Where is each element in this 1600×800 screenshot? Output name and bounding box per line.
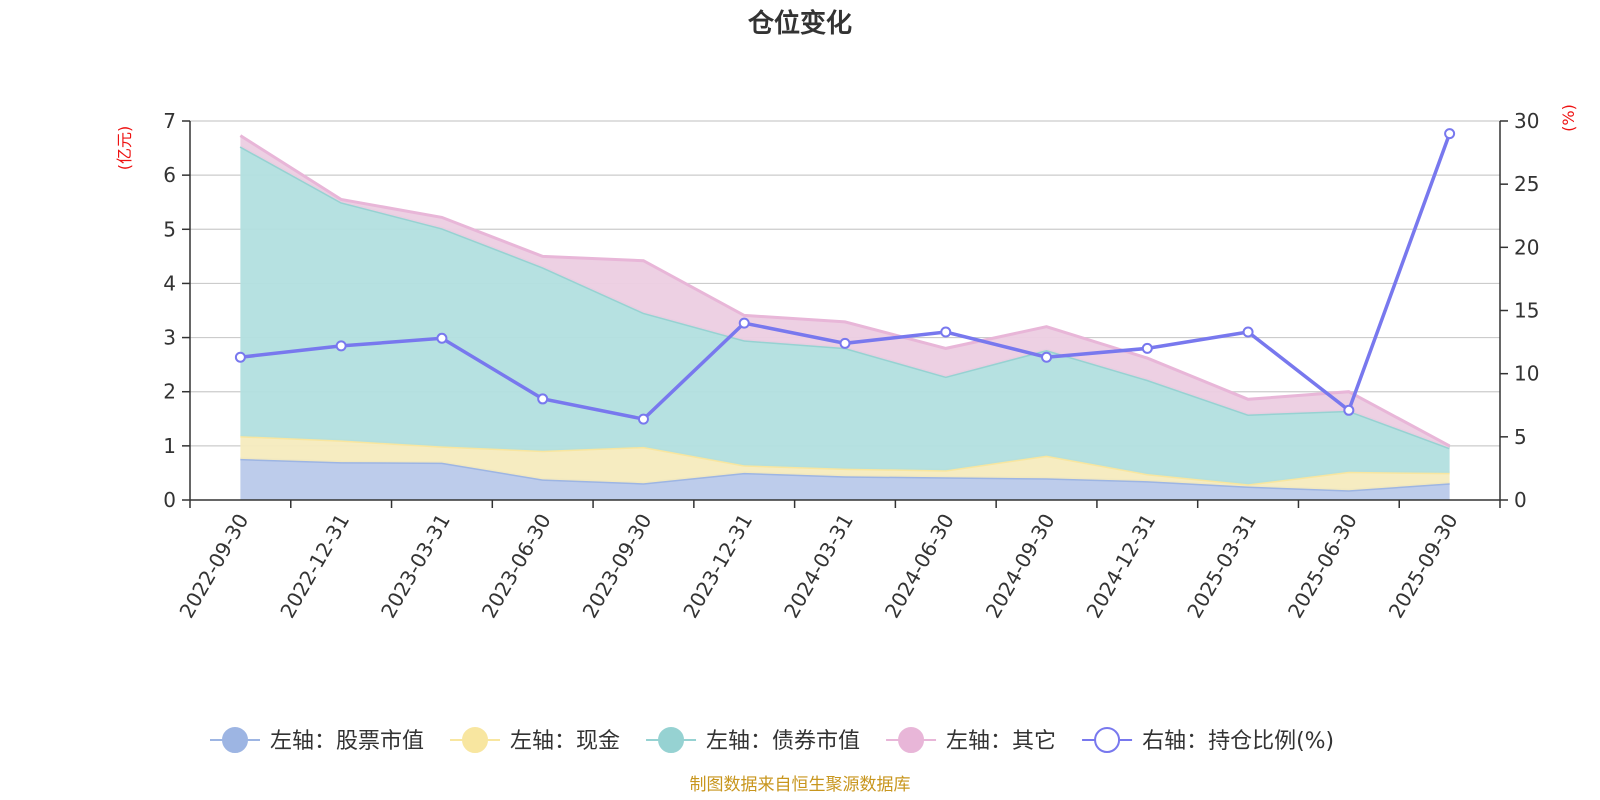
ratio-point xyxy=(537,393,549,405)
x-tick-label: 2023-12-31 xyxy=(678,510,757,623)
position-ratio-line xyxy=(234,128,1456,425)
area-series-2 xyxy=(240,146,1450,485)
legend-marker xyxy=(462,727,489,753)
x-tick-label: 2024-09-30 xyxy=(981,510,1060,623)
legend-marker xyxy=(1094,727,1121,753)
x-tick-label: 2022-12-31 xyxy=(275,510,354,623)
legend-marker xyxy=(658,727,685,753)
area-edge-series-3 xyxy=(239,134,1451,448)
stacked-areas xyxy=(239,134,1451,500)
area-series-0 xyxy=(240,458,1450,500)
ratio-point xyxy=(839,337,851,349)
area-series-3 xyxy=(240,135,1450,448)
ratio-point xyxy=(1141,342,1153,354)
ratio-point xyxy=(940,326,952,338)
ratio-point xyxy=(234,351,246,363)
legend: 左轴：股票市值 左轴：现金 左轴：债券市值 左轴：其它 右轴：持仓比例(%) xyxy=(210,727,1334,754)
ratio-point xyxy=(637,413,649,425)
right-tick-label: 5 xyxy=(1514,425,1527,449)
x-tick-label: 2023-09-30 xyxy=(578,510,657,623)
ratio-point xyxy=(1041,351,1053,363)
legend-label: 左轴：现金 xyxy=(510,729,620,754)
ratio-point xyxy=(738,317,750,329)
source-note: 制图数据来自恒生聚源数据库 xyxy=(690,775,911,795)
right-axis-unit: (%) xyxy=(1559,104,1578,132)
left-tick-label: 1 xyxy=(163,434,176,458)
x-tick-label: 2022-09-30 xyxy=(174,510,253,623)
right-tick-label: 0 xyxy=(1514,488,1527,512)
left-tick-label: 0 xyxy=(163,488,176,512)
left-tick-label: 2 xyxy=(163,380,176,404)
ratio-point xyxy=(1444,128,1456,140)
x-tick-label: 2025-09-30 xyxy=(1384,510,1463,623)
ratio-point xyxy=(1343,404,1355,416)
left-tick-label: 5 xyxy=(163,217,176,241)
area-series-1 xyxy=(240,436,1450,491)
x-tick-label: 2024-03-31 xyxy=(779,510,858,623)
x-tick-label: 2023-06-30 xyxy=(477,510,556,623)
x-tick-label: 2025-06-30 xyxy=(1283,510,1362,623)
right-tick-label: 15 xyxy=(1514,299,1539,323)
left-tick-label: 4 xyxy=(163,271,176,295)
left-tick-label: 3 xyxy=(163,326,176,350)
right-tick-label: 30 xyxy=(1514,109,1539,133)
left-tick-label: 7 xyxy=(163,109,176,133)
legend-label: 左轴：其它 xyxy=(946,729,1056,754)
legend-marker xyxy=(222,727,248,753)
legend-marker xyxy=(898,727,925,753)
ratio-point xyxy=(436,332,448,344)
ratio-point xyxy=(1242,326,1254,338)
chart-title: 仓位变化 xyxy=(747,8,852,39)
x-tick-label: 2025-03-31 xyxy=(1182,510,1261,623)
x-tick-label: 2024-12-31 xyxy=(1081,510,1160,623)
legend-label: 右轴：持仓比例(%) xyxy=(1142,729,1334,754)
left-axis-unit: (亿元) xyxy=(115,126,134,171)
left-tick-label: 6 xyxy=(163,163,176,187)
legend-label: 左轴：股票市值 xyxy=(270,729,424,754)
ratio-point xyxy=(335,340,347,352)
x-tick-label: 2024-06-30 xyxy=(880,510,959,623)
x-tick-label: 2023-03-31 xyxy=(376,510,455,623)
right-tick-label: 20 xyxy=(1514,235,1539,259)
right-tick-label: 25 xyxy=(1514,172,1539,196)
right-tick-label: 10 xyxy=(1514,362,1539,386)
legend-label: 左轴：债券市值 xyxy=(706,729,860,754)
